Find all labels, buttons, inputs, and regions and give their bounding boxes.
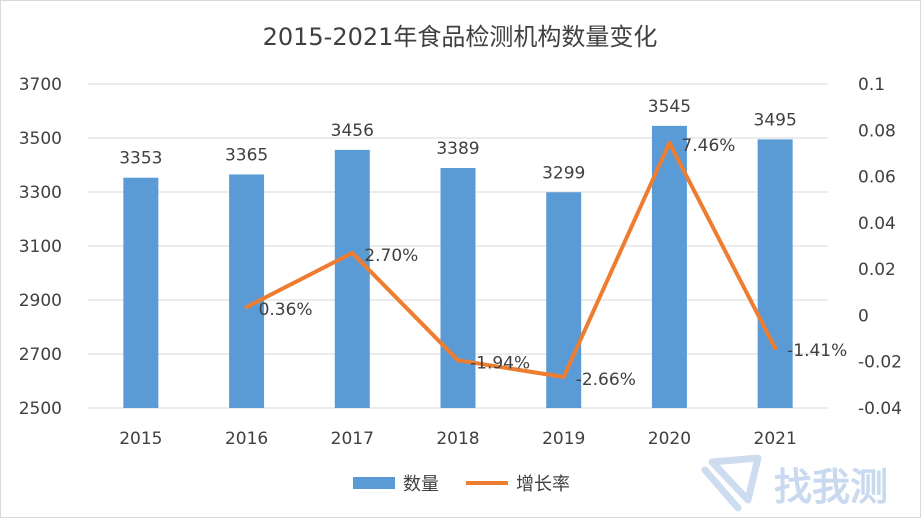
line-series <box>244 140 778 379</box>
x-tick-label: 2015 <box>119 429 162 449</box>
bar-value-label: 3365 <box>225 145 268 165</box>
y-right-tick-label: 0.06 <box>858 168 896 188</box>
legend: 数量 增长率 <box>353 474 570 495</box>
bar-2021 <box>757 139 793 408</box>
bar-2015 <box>123 177 159 408</box>
growth-rate-label: 7.46% <box>681 136 735 156</box>
watermark: 找我测 <box>701 454 888 512</box>
x-tick-label: 2016 <box>225 429 268 449</box>
y-left-tick-label: 2500 <box>19 399 62 419</box>
growth-rate-line <box>244 140 778 379</box>
y-left-tick-label: 3700 <box>19 75 62 95</box>
bar-2019 <box>546 192 582 408</box>
watermark-text: 找我测 <box>774 465 888 509</box>
bar-value-label: 3545 <box>648 97 691 117</box>
growth-rate-label: 2.70% <box>364 246 418 266</box>
lightning-shield-logo-icon <box>701 454 762 512</box>
growth-rate-label: -1.94% <box>470 353 530 373</box>
bar-value-label: 3299 <box>542 163 585 183</box>
y-right-tick-label: 0.04 <box>858 214 896 234</box>
growth-rate-point <box>667 140 672 145</box>
growth-rate-label: -2.66% <box>576 370 636 390</box>
bar-value-label: 3495 <box>754 110 797 130</box>
bar-2016 <box>229 174 265 408</box>
x-tick-label: 2019 <box>542 429 585 449</box>
legend-swatch-bar <box>353 477 395 489</box>
bar-series <box>123 125 793 408</box>
growth-rate-point <box>773 346 778 351</box>
y-left-tick-label: 2900 <box>19 291 62 311</box>
y-left-tick-label: 3500 <box>19 129 62 149</box>
axis-labels: 2500 2700 2900 3100 3300 3500 3700 -0.04 -0.02 0 0… <box>19 75 902 449</box>
bar-value-label: 3456 <box>331 121 374 141</box>
x-tick-label: 2018 <box>436 429 479 449</box>
growth-rate-label: -1.41% <box>787 341 847 361</box>
legend-label-line: 增长率 <box>516 474 570 495</box>
y-right-tick-label: 0.1 <box>858 75 885 95</box>
y-right-tick-label: 0 <box>858 306 869 326</box>
growth-rate-point <box>561 374 566 379</box>
bar-2017 <box>334 149 370 408</box>
bar-2018 <box>440 167 476 408</box>
x-tick-label: 2017 <box>331 429 374 449</box>
growth-rate-point <box>456 358 460 363</box>
y-left-tick-label: 3300 <box>19 183 62 203</box>
chart-title: 2015-2021年食品检测机构数量变化 <box>263 23 658 51</box>
y-right-tick-label: -0.02 <box>858 353 902 373</box>
y-left-tick-label: 2700 <box>19 345 62 365</box>
growth-rate-point <box>350 250 355 255</box>
y-right-tick-label: 0.08 <box>858 121 896 141</box>
growth-rate-label: 0.36% <box>259 300 313 320</box>
data-labels: 3353 3365 3456 3389 3299 3545 3495 0.36% 2.70% -1… <box>119 97 847 390</box>
bar-value-label: 3353 <box>119 149 162 169</box>
x-tick-label: 2020 <box>648 429 691 449</box>
y-right-tick-label: -0.04 <box>858 399 902 419</box>
x-tick-label: 2021 <box>754 429 797 449</box>
y-right-tick-label: 0.02 <box>858 260 896 280</box>
legend-label-bar: 数量 <box>403 474 439 495</box>
y-left-tick-label: 3100 <box>19 237 62 257</box>
bar-value-label: 3389 <box>436 139 479 159</box>
growth-rate-point <box>244 305 249 310</box>
